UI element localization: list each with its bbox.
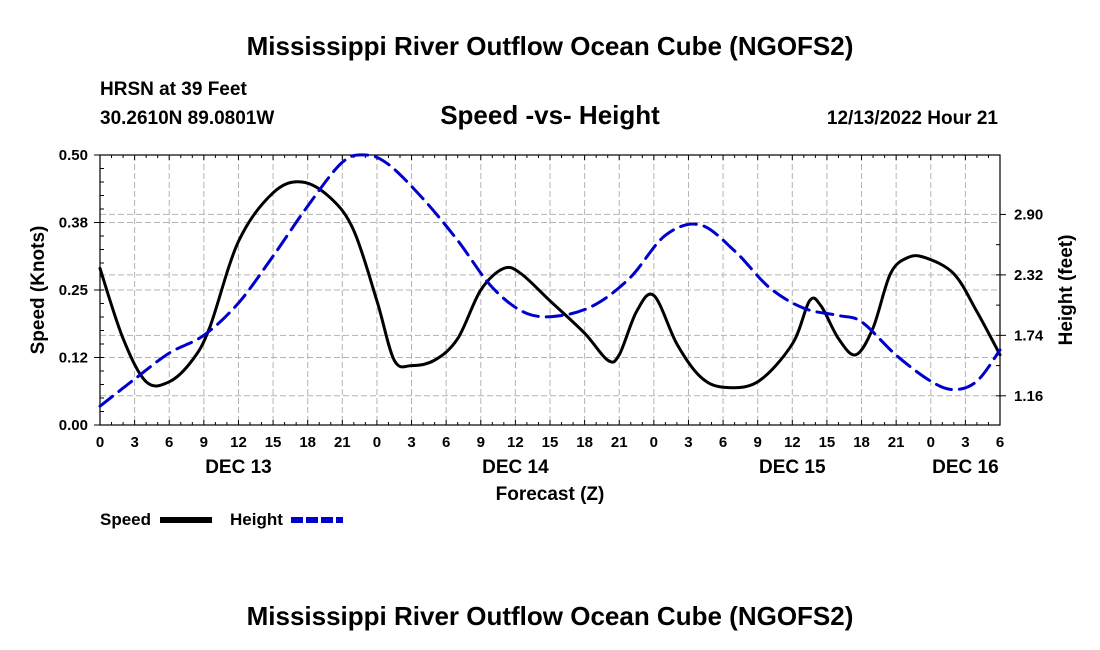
series-lines	[98, 153, 1002, 408]
chart-title: Speed -vs- Height	[440, 100, 660, 130]
y-axis-right-label: Height (feet)	[1056, 235, 1077, 346]
date-label: DEC 14	[482, 457, 549, 478]
footer-title: Mississippi River Outflow Ocean Cube (NG…	[247, 601, 854, 631]
y-right-tick-label: 2.32	[1014, 267, 1043, 284]
x-tick-label: 12	[507, 434, 524, 451]
date-label: DEC 16	[932, 457, 999, 478]
x-tick-label: 6	[442, 434, 450, 451]
y-right-tick-label: 2.90	[1014, 206, 1043, 223]
x-tick-label: 3	[130, 434, 138, 451]
x-tick-label: 9	[477, 434, 485, 451]
x-axis-label: Forecast (Z)	[496, 484, 605, 505]
x-tick-label: 9	[200, 434, 208, 451]
station-name: HRSN at 39 Feet	[100, 79, 247, 100]
legend-label-speed: Speed	[100, 510, 151, 529]
legend: Speed Height	[100, 510, 343, 529]
grid	[100, 155, 1000, 425]
x-tick-label: 9	[754, 434, 762, 451]
forecast-timestamp: 12/13/2022 Hour 21	[827, 108, 999, 129]
x-tick-label: 21	[611, 434, 628, 451]
y-right-tick-label: 1.16	[1014, 388, 1043, 405]
y-right-tick-label: 1.74	[1014, 327, 1044, 344]
y-left-tick-label: 0.50	[59, 147, 88, 164]
y-left-tick-label: 0.00	[59, 417, 88, 434]
y-left-tick-label: 0.12	[59, 350, 88, 367]
date-label: DEC 13	[205, 457, 272, 478]
x-tick-label: 3	[407, 434, 415, 451]
series-line-height	[98, 153, 1002, 408]
page-title: Mississippi River Outflow Ocean Cube (NG…	[247, 31, 854, 61]
tick-labels: 0 3 6 9 12 15 18 21 0 3 6 9 12 15 18 21 0 3 6 9 12 15 18 21 0 3 6 D…	[59, 147, 1044, 478]
y-left-tick-label: 0.38	[59, 215, 88, 232]
x-tick-label: 6	[996, 434, 1004, 451]
x-tick-label: 18	[576, 434, 593, 451]
x-tick-label: 0	[373, 434, 381, 451]
x-tick-label: 0	[927, 434, 935, 451]
legend-label-height: Height	[230, 510, 283, 529]
x-tick-label: 21	[334, 434, 351, 451]
x-tick-label: 0	[650, 434, 658, 451]
x-tick-label: 15	[265, 434, 282, 451]
x-tick-label: 3	[684, 434, 692, 451]
x-tick-label: 15	[542, 434, 559, 451]
series-line-speed	[98, 180, 1002, 390]
x-tick-label: 18	[853, 434, 870, 451]
axis-ticks	[94, 154, 1006, 426]
station-coords: 30.2610N 89.0801W	[100, 108, 274, 129]
x-tick-label: 18	[299, 434, 316, 451]
x-tick-label: 12	[230, 434, 247, 451]
x-tick-label: 15	[819, 434, 836, 451]
date-label: DEC 15	[759, 457, 826, 478]
x-tick-label: 0	[96, 434, 104, 451]
x-tick-label: 6	[165, 434, 173, 451]
x-tick-label: 3	[961, 434, 969, 451]
y-left-tick-label: 0.25	[59, 282, 88, 299]
x-tick-label: 6	[719, 434, 727, 451]
x-tick-label: 12	[784, 434, 801, 451]
x-tick-label: 21	[888, 434, 905, 451]
y-axis-left-label: Speed (Knots)	[28, 226, 49, 355]
